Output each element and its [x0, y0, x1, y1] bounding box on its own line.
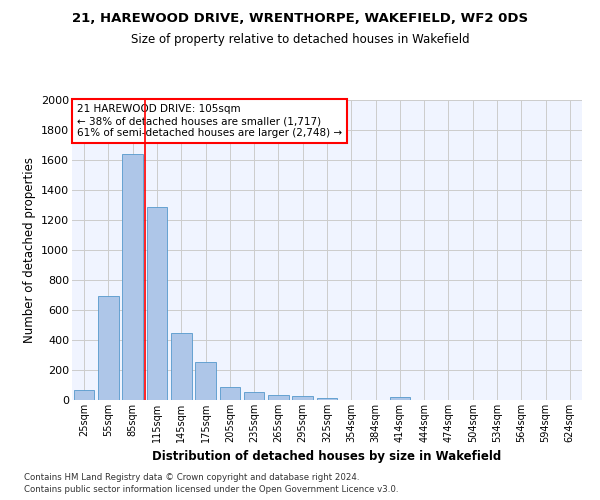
Bar: [74, 390, 94, 400]
Bar: [171, 333, 191, 400]
Text: 21 HAREWOOD DRIVE: 105sqm
← 38% of detached houses are smaller (1,717)
61% of se: 21 HAREWOOD DRIVE: 105sqm ← 38% of detac…: [77, 104, 342, 138]
Bar: [317, 398, 337, 400]
Bar: [244, 392, 265, 400]
Text: Contains HM Land Registry data © Crown copyright and database right 2024.: Contains HM Land Registry data © Crown c…: [24, 472, 359, 482]
Bar: [268, 395, 289, 400]
Text: 21, HAREWOOD DRIVE, WRENTHORPE, WAKEFIELD, WF2 0DS: 21, HAREWOOD DRIVE, WRENTHORPE, WAKEFIEL…: [72, 12, 528, 26]
Bar: [98, 296, 119, 400]
Text: Contains public sector information licensed under the Open Government Licence v3: Contains public sector information licen…: [24, 485, 398, 494]
Bar: [146, 207, 167, 400]
X-axis label: Distribution of detached houses by size in Wakefield: Distribution of detached houses by size …: [152, 450, 502, 464]
Bar: [220, 386, 240, 400]
Y-axis label: Number of detached properties: Number of detached properties: [23, 157, 35, 343]
Bar: [389, 398, 410, 400]
Text: Size of property relative to detached houses in Wakefield: Size of property relative to detached ho…: [131, 32, 469, 46]
Bar: [292, 396, 313, 400]
Bar: [122, 154, 143, 400]
Bar: [195, 362, 216, 400]
